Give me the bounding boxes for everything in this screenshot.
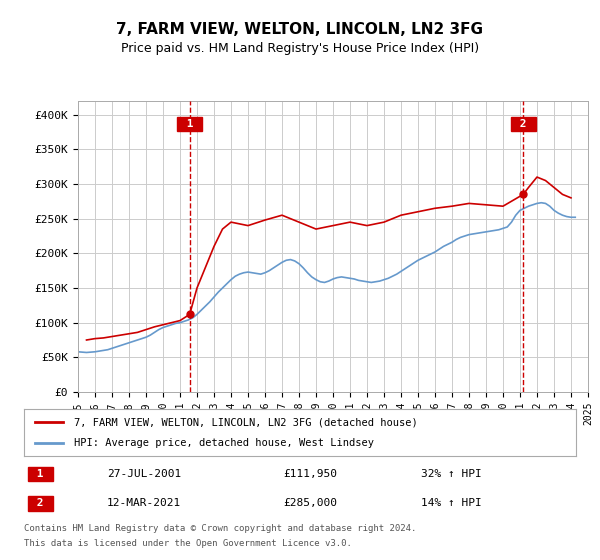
Text: 27-JUL-2001: 27-JUL-2001 — [107, 469, 181, 479]
Text: HPI: Average price, detached house, West Lindsey: HPI: Average price, detached house, West… — [74, 438, 374, 448]
Text: 2: 2 — [513, 119, 533, 129]
Text: 1: 1 — [31, 469, 50, 479]
Text: 1: 1 — [179, 119, 200, 129]
Text: This data is licensed under the Open Government Licence v3.0.: This data is licensed under the Open Gov… — [24, 539, 352, 548]
Text: 14% ↑ HPI: 14% ↑ HPI — [421, 498, 482, 508]
Text: £111,950: £111,950 — [283, 469, 337, 479]
Text: £285,000: £285,000 — [283, 498, 337, 508]
Text: 12-MAR-2021: 12-MAR-2021 — [107, 498, 181, 508]
Text: 7, FARM VIEW, WELTON, LINCOLN, LN2 3FG: 7, FARM VIEW, WELTON, LINCOLN, LN2 3FG — [116, 22, 484, 38]
Text: 7, FARM VIEW, WELTON, LINCOLN, LN2 3FG (detached house): 7, FARM VIEW, WELTON, LINCOLN, LN2 3FG (… — [74, 417, 418, 427]
Text: 2: 2 — [31, 498, 50, 508]
Text: 32% ↑ HPI: 32% ↑ HPI — [421, 469, 482, 479]
Text: Contains HM Land Registry data © Crown copyright and database right 2024.: Contains HM Land Registry data © Crown c… — [24, 524, 416, 533]
Text: Price paid vs. HM Land Registry's House Price Index (HPI): Price paid vs. HM Land Registry's House … — [121, 42, 479, 55]
